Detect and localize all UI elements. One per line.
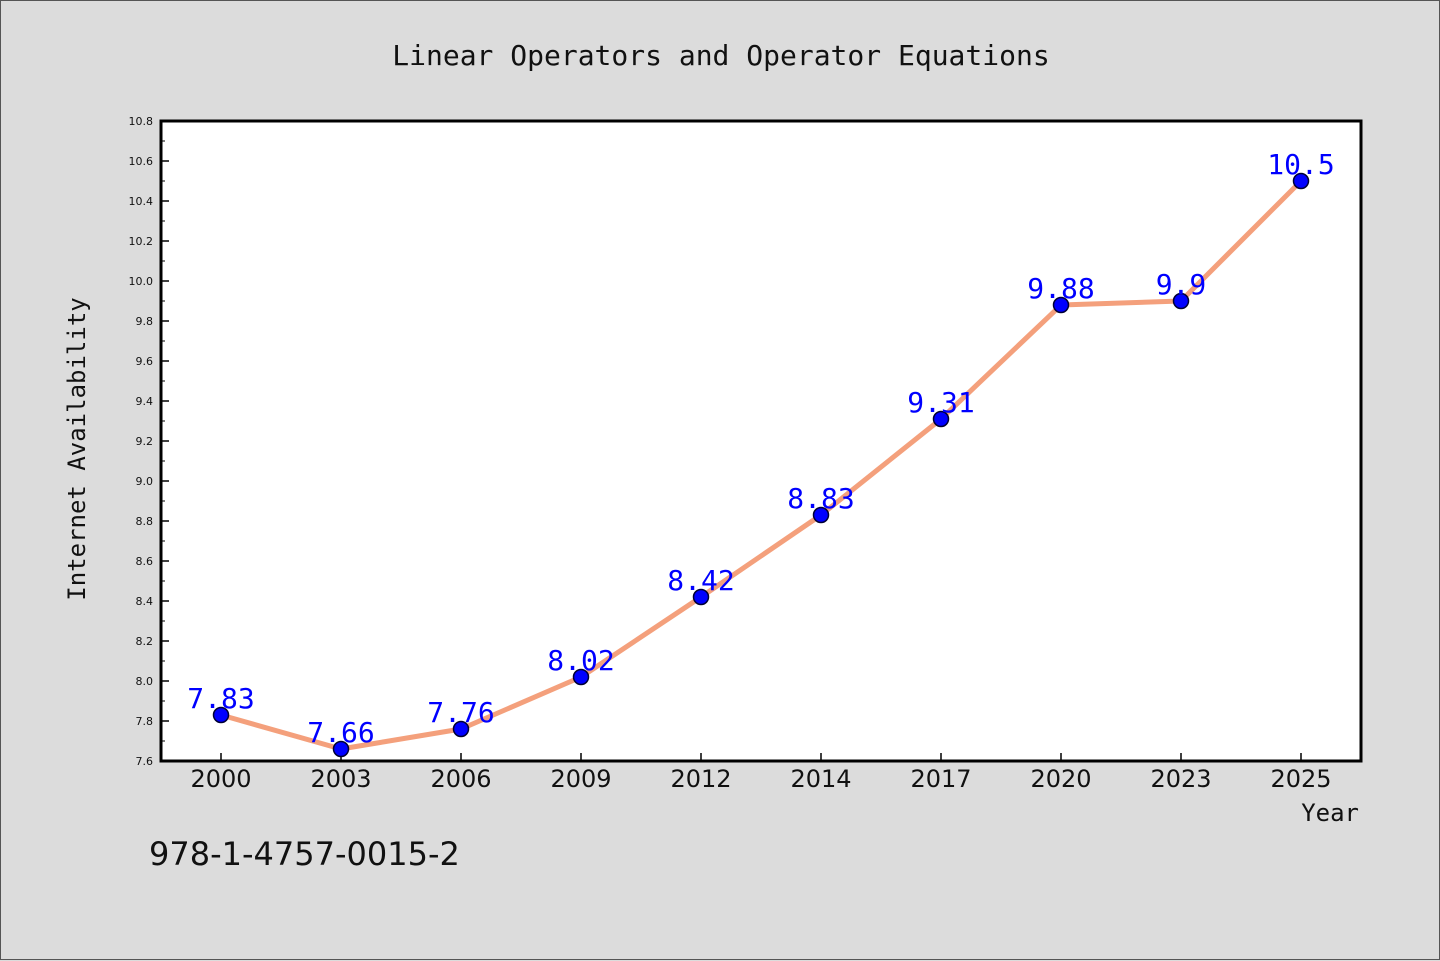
isbn-text: 978-1-4757-0015-2 bbox=[149, 835, 460, 873]
y-tick-label: 8.4 bbox=[136, 595, 154, 608]
data-label: 7.76 bbox=[427, 696, 494, 729]
series-line bbox=[218, 178, 1304, 752]
chart-title: Linear Operators and Operator Equations bbox=[392, 39, 1049, 72]
x-tick-label: 2023 bbox=[1150, 765, 1211, 793]
y-tick-label: 10.4 bbox=[129, 195, 154, 208]
data-label: 7.66 bbox=[307, 716, 374, 749]
data-point bbox=[572, 668, 590, 686]
y-tick-label: 9.0 bbox=[136, 475, 154, 488]
y-tick-label: 10.8 bbox=[129, 115, 154, 128]
data-point bbox=[692, 588, 710, 606]
y-tick-label: 8.6 bbox=[136, 555, 154, 568]
data-point bbox=[1292, 172, 1310, 190]
series-markers bbox=[212, 172, 1310, 758]
y-axis-label: Internet Availability bbox=[63, 297, 91, 600]
data-label: 8.83 bbox=[787, 482, 854, 515]
x-tick-label: 2003 bbox=[310, 765, 371, 793]
y-tick-label: 7.6 bbox=[136, 755, 154, 768]
x-tick-label: 2014 bbox=[790, 765, 851, 793]
data-point bbox=[212, 706, 230, 724]
x-axis-label: Year bbox=[1301, 799, 1359, 827]
x-tick-label: 2025 bbox=[1270, 765, 1331, 793]
plot-area bbox=[159, 119, 1363, 763]
x-tick-label: 2020 bbox=[1030, 765, 1091, 793]
y-tick-label: 9.6 bbox=[136, 355, 154, 368]
x-tick-label: 2017 bbox=[910, 765, 971, 793]
data-label: 7.83 bbox=[187, 682, 254, 715]
y-tick-label: 10.2 bbox=[129, 235, 154, 248]
data-label: 8.02 bbox=[547, 644, 614, 677]
x-tick-label: 2012 bbox=[670, 765, 731, 793]
y-axis: 7.6 7.8 8.0 8.2 8.4 8.6 8.8 9.0 9.2 9.4 9.6 9.8 10.0… bbox=[129, 115, 169, 768]
data-label: 9.88 bbox=[1027, 272, 1094, 305]
x-tick-label: 2006 bbox=[430, 765, 491, 793]
y-tick-label: 9.2 bbox=[136, 435, 154, 448]
y-tick-label: 10.0 bbox=[129, 275, 154, 288]
data-point bbox=[1172, 292, 1190, 310]
data-point bbox=[452, 720, 470, 738]
data-point bbox=[932, 410, 950, 428]
x-axis: 2000 2003 2006 2009 2012 2014 2017 2020 2023 2025 bbox=[190, 753, 1332, 793]
data-label: 8.42 bbox=[667, 564, 734, 597]
y-tick-label: 7.8 bbox=[136, 715, 154, 728]
y-tick-label: 8.0 bbox=[136, 675, 154, 688]
data-point bbox=[1052, 296, 1070, 314]
data-point bbox=[812, 506, 830, 524]
y-tick-label: 8.8 bbox=[136, 515, 154, 528]
data-label: 9.31 bbox=[907, 386, 974, 419]
data-point bbox=[332, 740, 350, 758]
data-label: 10.5 bbox=[1267, 148, 1334, 181]
y-tick-label: 9.4 bbox=[136, 395, 154, 408]
data-label: 9.9 bbox=[1156, 268, 1207, 301]
y-tick-label: 8.2 bbox=[136, 635, 154, 648]
y-tick-label: 9.8 bbox=[136, 315, 154, 328]
x-tick-label: 2009 bbox=[550, 765, 611, 793]
y-tick-label: 10.6 bbox=[129, 155, 154, 168]
data-labels: 7.83 7.66 7.76 8.02 8.42 8.83 9.31 9.88 9.9 10.5 bbox=[187, 148, 1334, 749]
x-tick-label: 2000 bbox=[190, 765, 251, 793]
